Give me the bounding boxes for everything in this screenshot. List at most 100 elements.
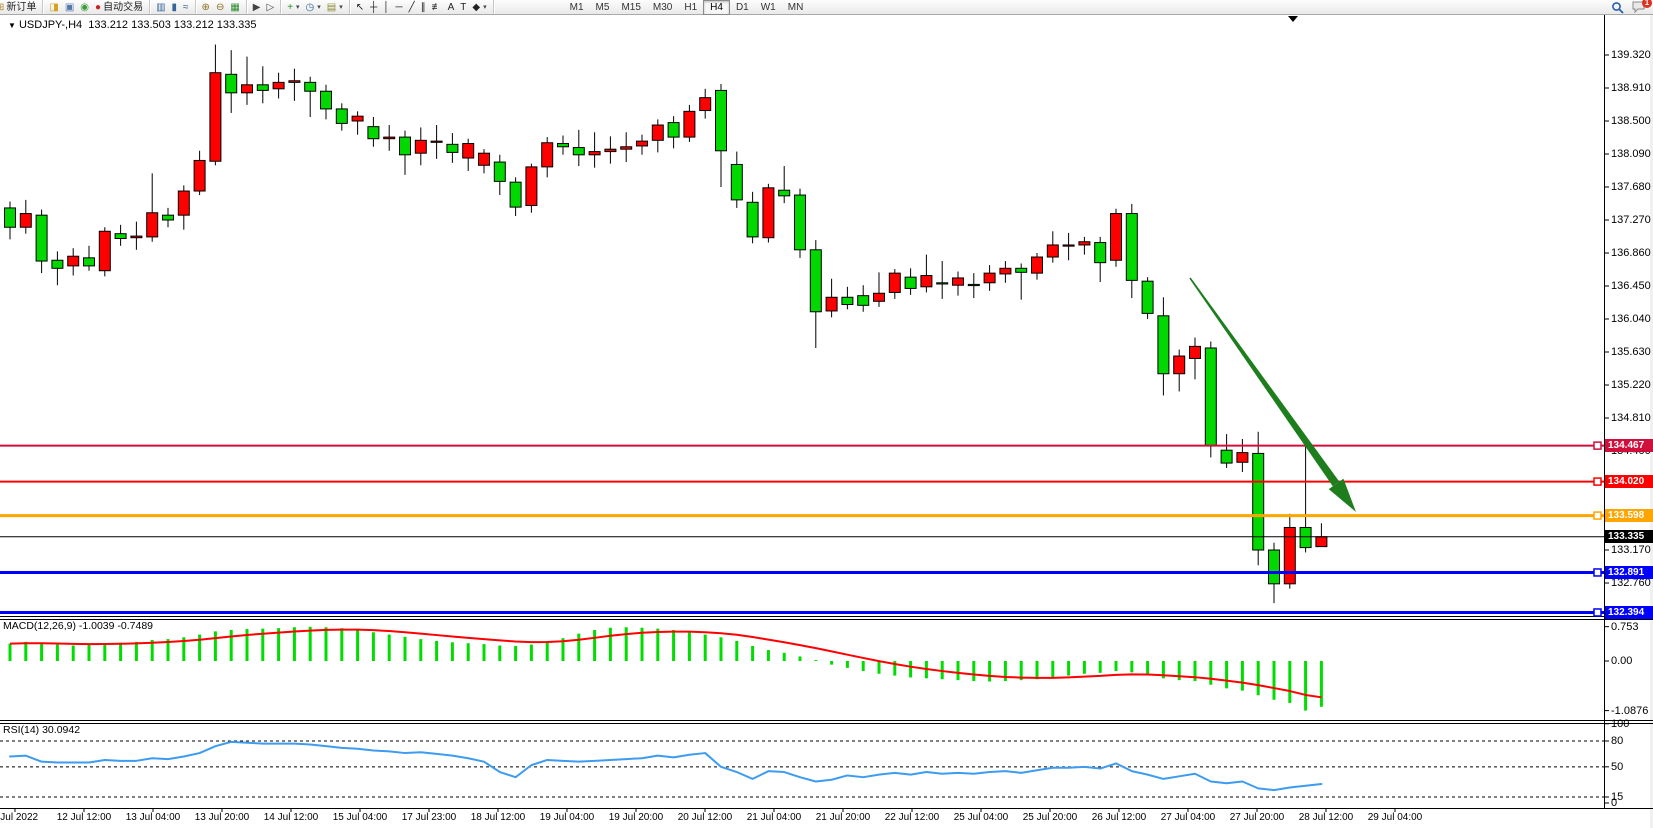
cursor-icon: ↖ <box>355 1 365 13</box>
timeframe-button-w1[interactable]: W1 <box>760 1 776 13</box>
chart-shift-icon[interactable]: ▷ <box>263 1 277 14</box>
candle <box>4 207 16 228</box>
candlestick-icon[interactable]: ▮ <box>169 1 181 14</box>
chart-shift-marker-icon[interactable] <box>1288 16 1298 22</box>
chart-shift-icon: ▷ <box>266 1 275 13</box>
templates-icon[interactable]: ▤ ▾ <box>324 1 346 14</box>
rsi-axis-tick: 100 <box>1611 717 1630 730</box>
candle <box>446 143 459 153</box>
time-axis-label: 1 Jul 2022 <box>0 812 39 823</box>
line-chart-icon[interactable]: ≈ <box>180 1 192 14</box>
timeframe-button-m5[interactable]: M5 <box>595 1 610 13</box>
profiles-icon[interactable]: ▣ <box>62 1 77 14</box>
price-axis-tick: 138.910 <box>1611 82 1651 94</box>
line-drag-handle[interactable] <box>1593 568 1602 577</box>
candle <box>35 214 48 262</box>
window-right-edge <box>1650 0 1653 828</box>
rsi-axis-tick: 15 <box>1611 790 1624 803</box>
auto-scroll-icon[interactable]: ▶ <box>250 1 264 14</box>
price-axis-tick: 132.760 <box>1611 577 1651 589</box>
line-price-label[interactable]: 132.891 <box>1605 565 1653 579</box>
vline-icon: │ <box>383 1 390 13</box>
candle <box>1031 256 1043 274</box>
new-order-button[interactable]: ⊞ 新订单 <box>0 1 39 14</box>
timeframe-button-m1[interactable]: M1 <box>569 1 584 13</box>
channel-icon[interactable]: ∥ <box>418 1 429 14</box>
candle <box>19 213 32 228</box>
candle <box>778 189 791 197</box>
tile-windows-icon: ▦ <box>230 1 240 13</box>
time-axis-label: 12 Jul 12:00 <box>56 812 112 823</box>
time-axis-label: 27 Jul 20:00 <box>1229 812 1285 823</box>
timeframe-toolbar: M1 M5 M15 M30 H1 H4 D1 W1 MN <box>564 0 810 15</box>
zoom-out-icon[interactable]: ⊖ <box>213 1 227 14</box>
chat-icon[interactable]: 1 <box>1632 0 1652 14</box>
signal-icon: ◉ <box>80 1 90 13</box>
hline-icon[interactable]: ─ <box>393 1 406 14</box>
candle <box>1094 242 1107 264</box>
indicators-icon[interactable]: + ▾ <box>284 1 302 14</box>
symbol-quote: 133.212 133.503 133.212 133.335 <box>88 19 257 31</box>
timeframe-button-h4[interactable]: H4 <box>703 0 730 15</box>
vline-icon[interactable]: │ <box>380 1 392 14</box>
text-icon[interactable]: A <box>445 1 458 14</box>
time-axis[interactable]: 1 Jul 2022 12 Jul 12:00 13 Jul 04:00 13 Jul… <box>0 808 1653 828</box>
line-drag-handle[interactable] <box>1593 608 1602 617</box>
autotrade-button[interactable]: ● 自动交易 <box>92 1 146 14</box>
templates-icon: ▤ <box>326 1 337 13</box>
tile-windows-icon[interactable]: ▦ <box>227 1 242 14</box>
dropdown-caret-icon: ▾ <box>296 3 300 11</box>
line-price-label[interactable]: 132.394 <box>1605 605 1653 619</box>
search-icon[interactable] <box>1611 1 1624 14</box>
current-price-label[interactable]: 133.335 <box>1605 530 1653 544</box>
line-price-label[interactable]: 134.467 <box>1605 439 1653 453</box>
candle <box>825 296 838 312</box>
charts-grid-icon: ◨ <box>49 1 59 13</box>
signal-icon[interactable]: ◉ <box>77 1 92 14</box>
line-drag-handle[interactable] <box>1593 477 1602 486</box>
macd-axis-tick: -1.0876 <box>1611 704 1649 717</box>
timeframe-button-m15[interactable]: M15 <box>621 1 641 13</box>
channel-icon: ∥ <box>420 1 426 13</box>
line-price-label[interactable]: 134.020 <box>1605 475 1653 489</box>
bar-chart-icon[interactable]: ▥ <box>153 1 168 14</box>
candle <box>952 277 964 286</box>
symbol-header: ▼ USDJPY-,H4 133.212 133.503 133.212 133… <box>8 19 257 31</box>
candle <box>67 255 80 267</box>
charts-grid-icon[interactable]: ◨ <box>46 1 61 14</box>
arrows-icon: ◆ <box>472 1 481 13</box>
candle <box>320 90 332 110</box>
line-drag-handle[interactable] <box>1593 441 1602 450</box>
price-axis[interactable]: 139.320 138.910 138.500 138.090 137.680 137.2… <box>1604 14 1653 809</box>
candle <box>414 139 427 154</box>
timeframe-button-d1[interactable]: D1 <box>735 1 749 13</box>
time-axis-label: 13 Jul 20:00 <box>194 812 250 823</box>
candle <box>114 233 127 240</box>
timeframe-button-mn[interactable]: MN <box>787 1 804 13</box>
trendline-icon[interactable]: ╱ <box>406 1 418 14</box>
timeframe-button-h1[interactable]: H1 <box>684 1 698 13</box>
fibonacci-icon[interactable]: ≢ <box>429 1 445 14</box>
candle <box>1189 345 1201 359</box>
label-icon[interactable]: T <box>457 1 469 14</box>
notification-badge: 1 <box>1642 0 1652 8</box>
candle <box>1204 347 1217 446</box>
periods-icon: ◷ <box>305 1 315 13</box>
zoom-in-icon[interactable]: ⊕ <box>199 1 213 14</box>
candlestick-series <box>4 44 1328 604</box>
time-axis-label: 13 Jul 04:00 <box>125 812 181 823</box>
trend-arrow-annotation[interactable] <box>1189 277 1340 487</box>
chevron-down-icon[interactable]: ▼ <box>8 21 16 30</box>
candle <box>920 275 933 288</box>
line-price-label[interactable]: 133.598 <box>1605 509 1653 523</box>
line-drag-handle[interactable] <box>1593 511 1602 520</box>
arrows-icon[interactable]: ◆ ▾ <box>469 1 489 14</box>
candle <box>873 292 885 302</box>
periods-icon[interactable]: ◷ ▾ <box>303 1 324 14</box>
crosshair-icon[interactable]: ┼ <box>367 1 380 14</box>
timeframe-button-m30[interactable]: M30 <box>652 1 673 13</box>
cursor-icon[interactable]: ↖ <box>353 1 367 14</box>
time-axis-label: 14 Jul 12:00 <box>263 812 319 823</box>
time-axis-label: 18 Jul 12:00 <box>470 812 526 823</box>
